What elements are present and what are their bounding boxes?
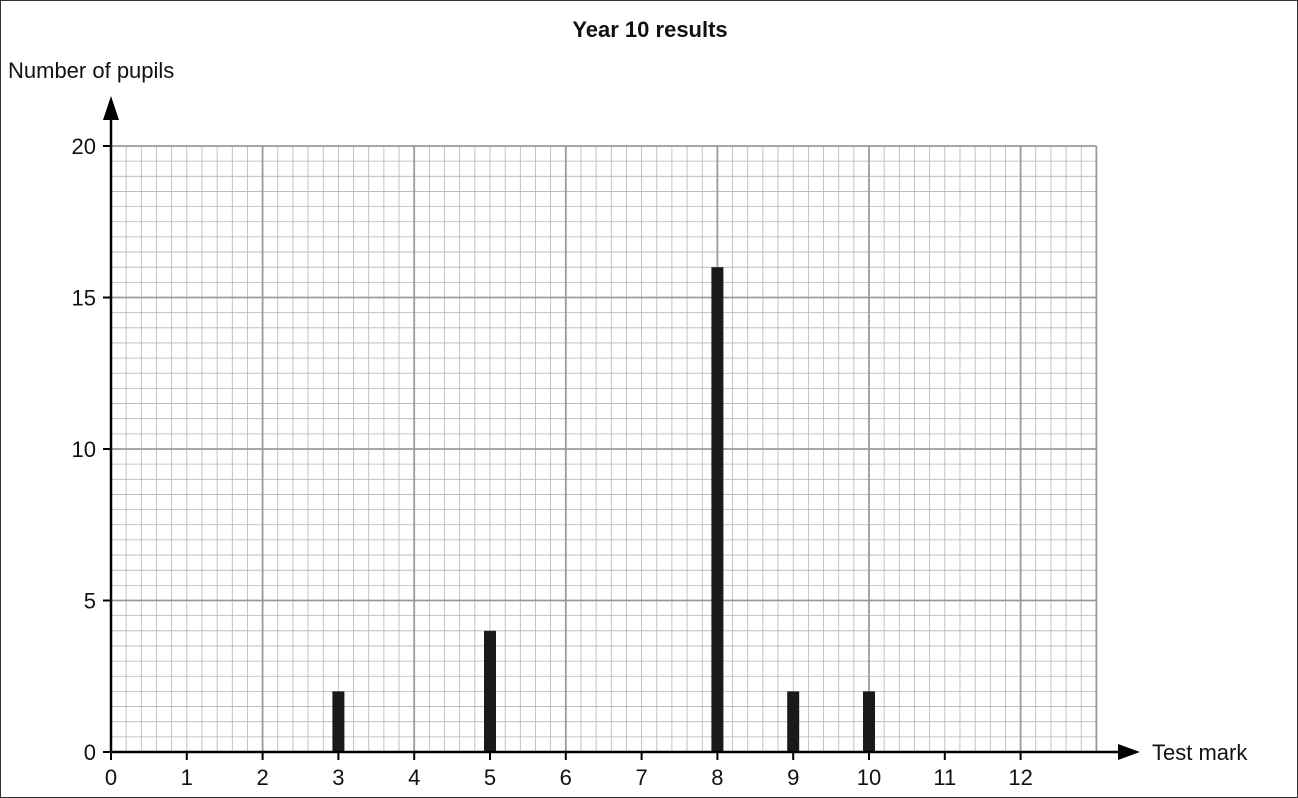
x-tick-label: 12: [1008, 765, 1032, 790]
x-tick-label: 0: [105, 765, 117, 790]
x-tick-label: 10: [857, 765, 881, 790]
grid: [111, 145, 1098, 752]
y-tick-label: 10: [72, 437, 96, 462]
y-tick-label: 15: [72, 286, 96, 311]
y-tick-label: 5: [84, 589, 96, 614]
y-axis-label: Number of pupils: [8, 58, 174, 83]
x-tick-label: 1: [181, 765, 193, 790]
bar-mark-10: [863, 691, 875, 752]
x-tick-label: 11: [933, 765, 956, 790]
y-tick-label: 0: [84, 740, 96, 765]
y-tick-label: 20: [72, 134, 96, 159]
x-tick-label: 5: [484, 765, 496, 790]
y-axis-arrow: [103, 96, 119, 120]
x-tick-label: 6: [560, 765, 572, 790]
bar-mark-9: [787, 691, 800, 752]
x-axis-label: Test mark: [1152, 740, 1248, 765]
bar-mark-5: [484, 630, 496, 752]
x-tick-label: 9: [787, 765, 799, 790]
bar-mark-3: [332, 691, 345, 752]
x-tick-label: 3: [332, 765, 344, 790]
x-tick-label: 2: [256, 765, 268, 790]
x-axis-arrow: [1118, 744, 1140, 760]
x-tick-label: 8: [711, 765, 723, 790]
chart-title: Year 10 results: [572, 17, 727, 42]
x-tick-label: 4: [408, 765, 420, 790]
axes: [103, 96, 1140, 760]
bars: [332, 267, 875, 752]
bar-mark-8: [711, 267, 724, 752]
x-tick-label: 7: [635, 765, 647, 790]
